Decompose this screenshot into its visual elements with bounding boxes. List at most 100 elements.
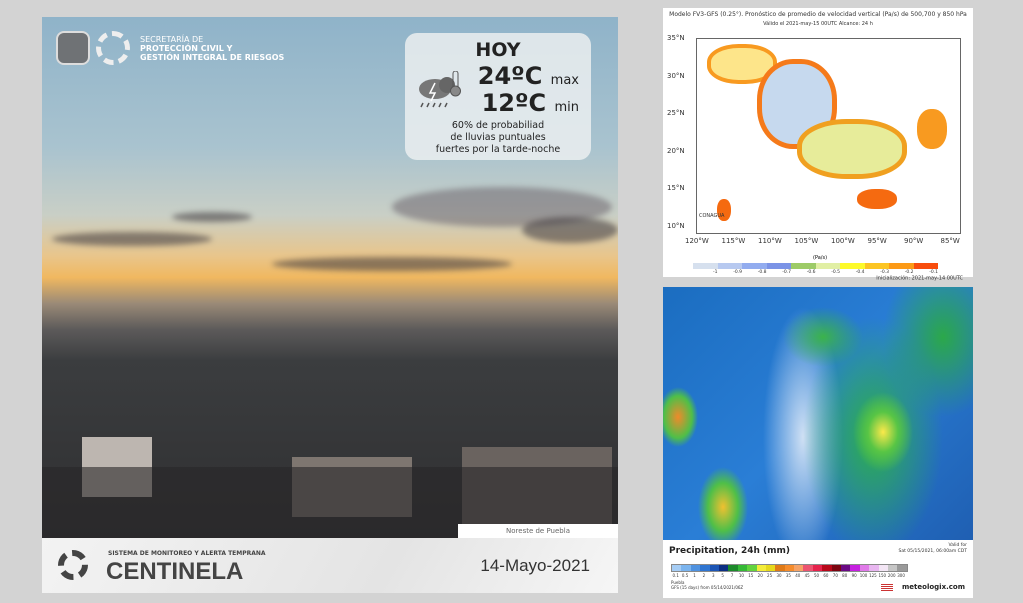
map-title: Modelo FV3-GFS (0.25°). Pronóstico de pr… [669, 11, 967, 18]
centinela-logo-icon [58, 550, 88, 580]
scale-swatch [938, 263, 963, 269]
scale-tick: 0.1 [672, 573, 679, 578]
max-temperature: 24ºC [477, 62, 543, 90]
scale-swatch [700, 565, 710, 571]
lon-label: 110°W [758, 237, 782, 245]
scale-swatch [831, 565, 842, 571]
scale-tick: 150 [878, 573, 887, 578]
scale-tick: 40 [795, 573, 801, 578]
scale-swatch [850, 565, 860, 571]
model-info: Puebla GFS (15 days) from 05/14/2021/06Z [671, 580, 744, 590]
scale-swatch [869, 565, 879, 571]
us-flag-icon [881, 584, 893, 591]
scale-tick: 45 [804, 573, 810, 578]
scale-swatch [728, 565, 738, 571]
precipitation-map: Precipitation, 24h (mm) Valid for Sat 05… [663, 287, 973, 598]
map-subtitle: Válido el 2021-may-15 00UTC Alcance: 24 … [763, 21, 873, 27]
scale-tick: 3 [711, 573, 715, 578]
color-scale [693, 263, 963, 269]
scale-tick: -0.8 [757, 270, 767, 275]
scale-tick: 50 [814, 573, 820, 578]
scale-swatch [859, 565, 870, 571]
lon-label: 85°W [940, 237, 960, 245]
scale-swatch [864, 263, 889, 269]
scale-tick: 90 [851, 573, 857, 578]
lon-label: 115°W [721, 237, 746, 245]
post-footer: SISTEMA DE MONITOREO Y ALERTA TEMPRANA C… [42, 538, 618, 593]
scale-tick: 10 [738, 573, 744, 578]
scale-swatch [913, 263, 938, 269]
scale-swatch [690, 565, 701, 571]
scale-swatch [693, 263, 718, 269]
scale-swatch [822, 565, 832, 571]
scale-tick: 20 [757, 573, 763, 578]
forecast-day: HOY [475, 39, 521, 61]
min-temperature: 12ºC [481, 89, 547, 117]
scale-tick: 15 [748, 573, 754, 578]
city-sunrise-photo: SECRETARÍA DE PROTECCIÓN CIVIL Y GESTIÓN… [42, 17, 618, 538]
scale-swatch [718, 565, 729, 571]
scale-tick: 200 [887, 573, 896, 578]
lon-label: 90°W [904, 237, 924, 245]
lon-label: 105°W [794, 237, 819, 245]
scale-tick: 7 [730, 573, 734, 578]
lat-label: 10°N [667, 222, 685, 230]
scale-unit: (Pa/s) [813, 255, 828, 261]
scale-swatch [841, 565, 851, 571]
lon-label: 100°W [831, 237, 855, 245]
scale-swatch [878, 565, 888, 571]
post-date: 14-Mayo-2021 [480, 556, 590, 575]
scale-swatch [766, 263, 791, 269]
scale-tick: 125 [869, 573, 877, 578]
civil-protection-logo-icon [96, 31, 130, 65]
scale-swatch [709, 565, 719, 571]
weather-post: SECRETARÍA DE PROTECCIÓN CIVIL Y GESTIÓN… [42, 17, 618, 593]
map-plot [696, 38, 961, 234]
color-scale [671, 564, 908, 572]
scale-tick: 0.5 [681, 573, 689, 578]
lat-label: 25°N [667, 109, 685, 118]
forecast-card: HOY 24ºC max 12ºC min 60% de probabiliad… [405, 33, 591, 160]
scale-tick: -0.6 [806, 270, 816, 275]
scale-tick: -0.4 [855, 270, 865, 275]
scale-swatch [742, 263, 767, 269]
scale-swatch [897, 565, 907, 571]
scale-tick: 70 [832, 573, 838, 578]
scale-swatch [812, 565, 823, 571]
lat-label: 15°N [667, 184, 685, 193]
vertical-velocity-map: Modelo FV3-GFS (0.25°). Pronóstico de pr… [663, 8, 973, 282]
scale-swatch [681, 565, 691, 571]
scale-tick: -0.9 [733, 270, 742, 275]
scale-ticks: 0.1 0.5 1 2 3 5 7 10 15 20 25 30 35 40 45 50 60 70 80 90 100… [671, 573, 906, 578]
storm-rain-uv-icon [419, 71, 461, 108]
scale-swatch [747, 565, 757, 571]
scale-swatch [803, 565, 813, 571]
scale-tick: 5 [721, 573, 724, 578]
government-logos: SECRETARÍA DE PROTECCIÓN CIVIL Y GESTIÓN… [56, 31, 284, 65]
scale-swatch [840, 263, 865, 269]
state-seal-icon [56, 31, 90, 65]
lon-label: 120°W [685, 237, 709, 245]
meteologix-link[interactable]: meteologix.com [902, 583, 965, 591]
map-title: Precipitation, 24h (mm) [669, 546, 791, 556]
valid-time: Valid for Sat 05/15/2021, 06:00am CDT [898, 543, 967, 554]
system-name: SISTEMA DE MONITOREO Y ALERTA TEMPRANA [108, 550, 266, 557]
scale-tick: -1 [713, 270, 718, 275]
scale-swatch [784, 565, 795, 571]
lat-label: 35°N [667, 34, 685, 42]
scale-tick: -0.2 [904, 270, 914, 275]
scale-swatch [889, 263, 914, 269]
scale-swatch [791, 263, 816, 269]
photo-caption: Noreste de Puebla [458, 524, 618, 538]
scale-tick: -0.5 [831, 270, 840, 275]
scale-swatch [765, 565, 776, 571]
organization-name: SECRETARÍA DE PROTECCIÓN CIVIL Y GESTIÓN… [140, 34, 285, 62]
scale-swatch [887, 565, 898, 571]
scale-tick: 25 [767, 573, 773, 578]
scale-tick: 1 [693, 573, 696, 578]
lat-label: 20°N [667, 146, 685, 155]
scale-swatch [717, 263, 742, 269]
forecast-description: 60% de probabiliad de lluvias puntuales … [435, 120, 561, 155]
map-plot [663, 287, 973, 540]
scale-tick: -0.1 [929, 270, 938, 275]
